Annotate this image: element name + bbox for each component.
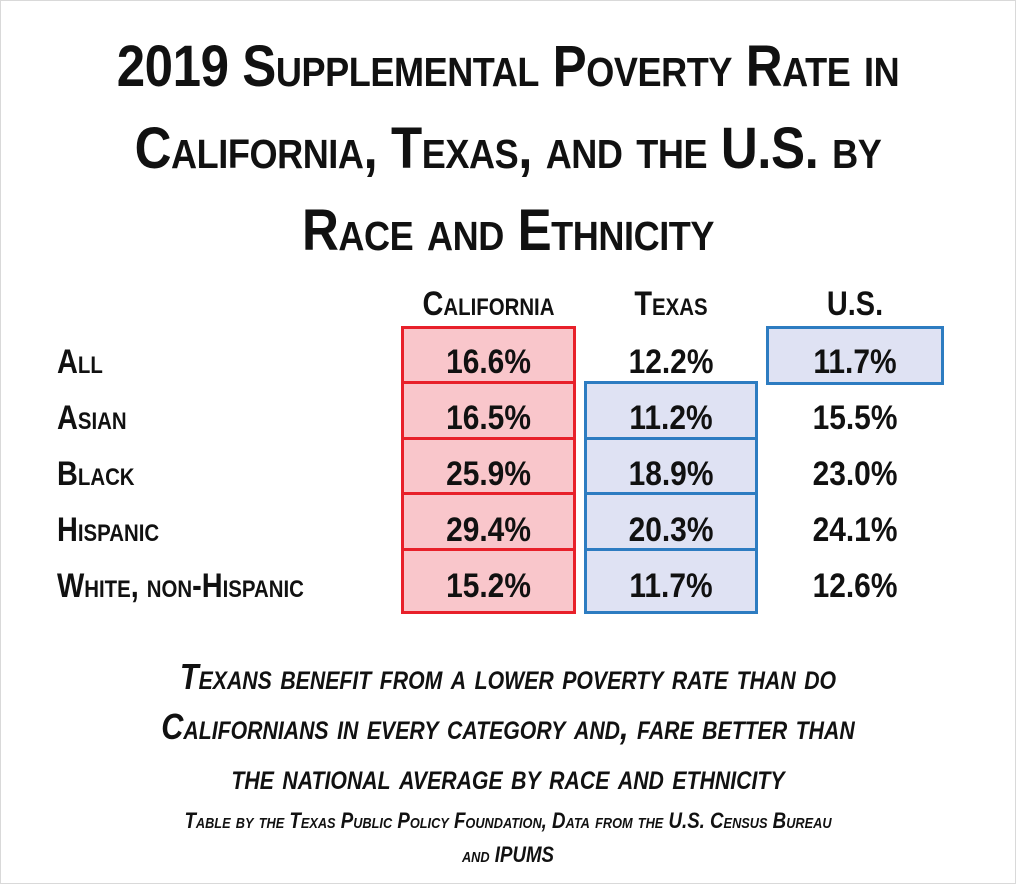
note-line-2: Californians in every category and, fare… — [161, 706, 855, 747]
cell-hispanic-texas: 20.3% — [628, 511, 714, 549]
source-line-2: and IPUMS — [461, 842, 555, 867]
chart-title: 2019 Supplemental Poverty Rate in Califo… — [79, 26, 938, 272]
column-header-texas: Texas — [634, 285, 708, 323]
cell-black-us: 23.0% — [812, 455, 898, 493]
cell-white-california: 15.2% — [446, 567, 531, 605]
cell-asian-us: 15.5% — [812, 399, 898, 437]
column-header-us: U.S. — [826, 285, 884, 323]
source-credit: Table by the Texas Public Policy Foundat… — [93, 804, 923, 872]
title-line-3: Race and Ethnicity — [301, 198, 715, 263]
row-label-hispanic: Hispanic — [57, 511, 160, 549]
cell-hispanic-us: 24.1% — [812, 511, 898, 549]
texas-row-divider — [587, 492, 755, 495]
cell-asian-texas: 11.2% — [629, 399, 713, 437]
cell-all-texas: 12.2% — [628, 343, 714, 381]
note-line-3: the national average by race and ethnici… — [231, 756, 785, 797]
cell-all-us: 11.7% — [813, 343, 897, 381]
row-label-asian: Asian — [57, 399, 127, 437]
cell-black-texas: 18.9% — [628, 455, 714, 493]
texas-row-divider — [587, 548, 755, 551]
title-line-2: California, Texas, and the U.S. by — [134, 116, 882, 181]
cell-all-california: 16.6% — [446, 343, 531, 381]
row-label-black: Black — [57, 455, 135, 493]
texas-row-divider — [587, 437, 755, 440]
note-line-1: Texans benefit from a lower poverty rate… — [179, 656, 837, 697]
row-label-all: All — [57, 343, 103, 381]
cell-hispanic-california: 29.4% — [446, 511, 531, 549]
title-line-1: 2019 Supplemental Poverty Rate in — [116, 34, 900, 99]
column-header-california: California — [422, 285, 555, 323]
california-row-divider — [404, 381, 573, 384]
cell-black-california: 25.9% — [446, 455, 531, 493]
row-label-white-non-hispanic: White, non-Hispanic — [57, 567, 304, 605]
source-line-1: Table by the Texas Public Policy Foundat… — [184, 808, 832, 833]
california-highlight-box — [401, 326, 576, 614]
california-row-divider — [404, 492, 573, 495]
texas-highlight-box — [584, 381, 758, 614]
california-row-divider — [404, 437, 573, 440]
cell-asian-california: 16.5% — [446, 399, 531, 437]
cell-white-texas: 11.7% — [629, 567, 713, 605]
cell-white-us: 12.6% — [812, 567, 898, 605]
california-row-divider — [404, 548, 573, 551]
us-highlight-box — [766, 326, 944, 385]
takeaway-note: Texans benefit from a lower poverty rate… — [93, 652, 923, 802]
